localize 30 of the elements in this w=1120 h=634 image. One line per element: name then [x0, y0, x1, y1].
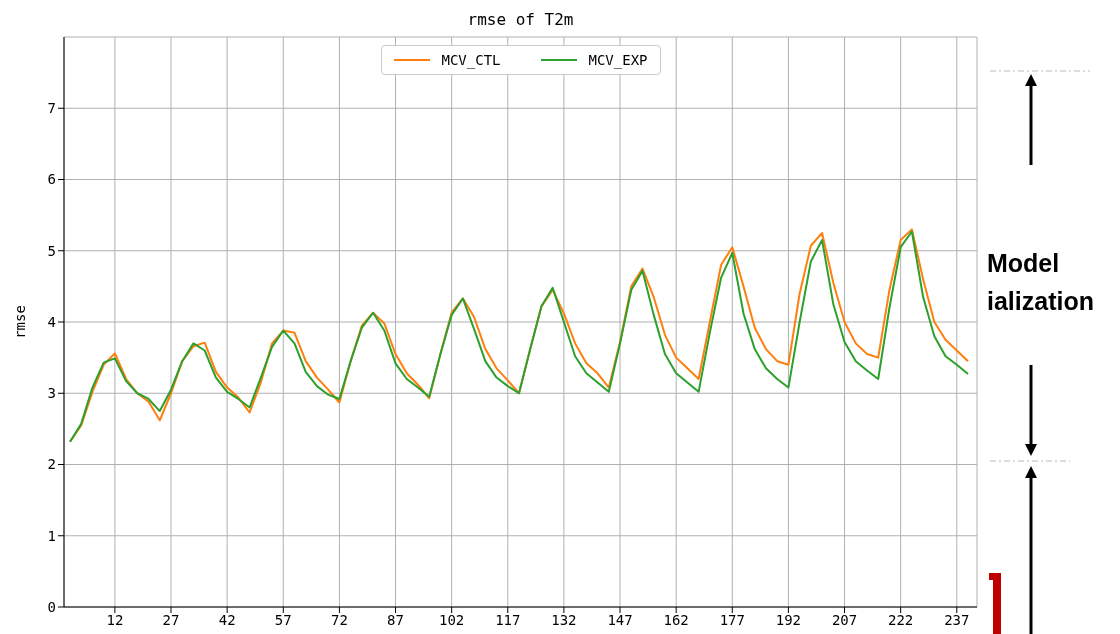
x-tick-label: 177 [719, 611, 745, 628]
y-tick-label: 3 [47, 385, 56, 402]
text: ialization [987, 287, 1094, 315]
x-tick-label: 72 [330, 611, 348, 628]
chart-title: rmse of T2m [466, 10, 575, 29]
x-tick-label: 27 [162, 611, 180, 628]
x-tick-label: 162 [663, 611, 689, 628]
y-tick-label: 1 [47, 527, 56, 544]
x-tick-label: 57 [274, 611, 292, 628]
x-tick-label: 192 [775, 611, 802, 628]
legend-label: MCV_EXP [588, 52, 648, 68]
x-tick-label: 222 [888, 611, 914, 628]
x-tick-label: 117 [495, 611, 521, 628]
x-tick-label: 237 [944, 611, 970, 628]
y-tick-label: 4 [47, 313, 56, 330]
x-tick-label: 42 [218, 611, 236, 628]
y-tick-label: 0 [47, 598, 56, 615]
y-tick-label: 5 [47, 242, 56, 259]
x-tick-label: 132 [551, 611, 577, 628]
x-tick-label: 207 [831, 611, 858, 628]
y-tick-label: 6 [47, 171, 56, 188]
x-tick-label: 102 [439, 611, 465, 628]
y-tick-label: 2 [47, 456, 56, 473]
text: Model [987, 249, 1060, 277]
x-tick-label: 87 [387, 611, 404, 628]
y-axis-title: rmse [11, 305, 28, 339]
x-tick-label: 147 [607, 611, 633, 628]
y-tick-label: 7 [47, 100, 56, 117]
legend-label: MCV_CTL [441, 52, 501, 68]
x-tick-label: 12 [106, 611, 124, 628]
